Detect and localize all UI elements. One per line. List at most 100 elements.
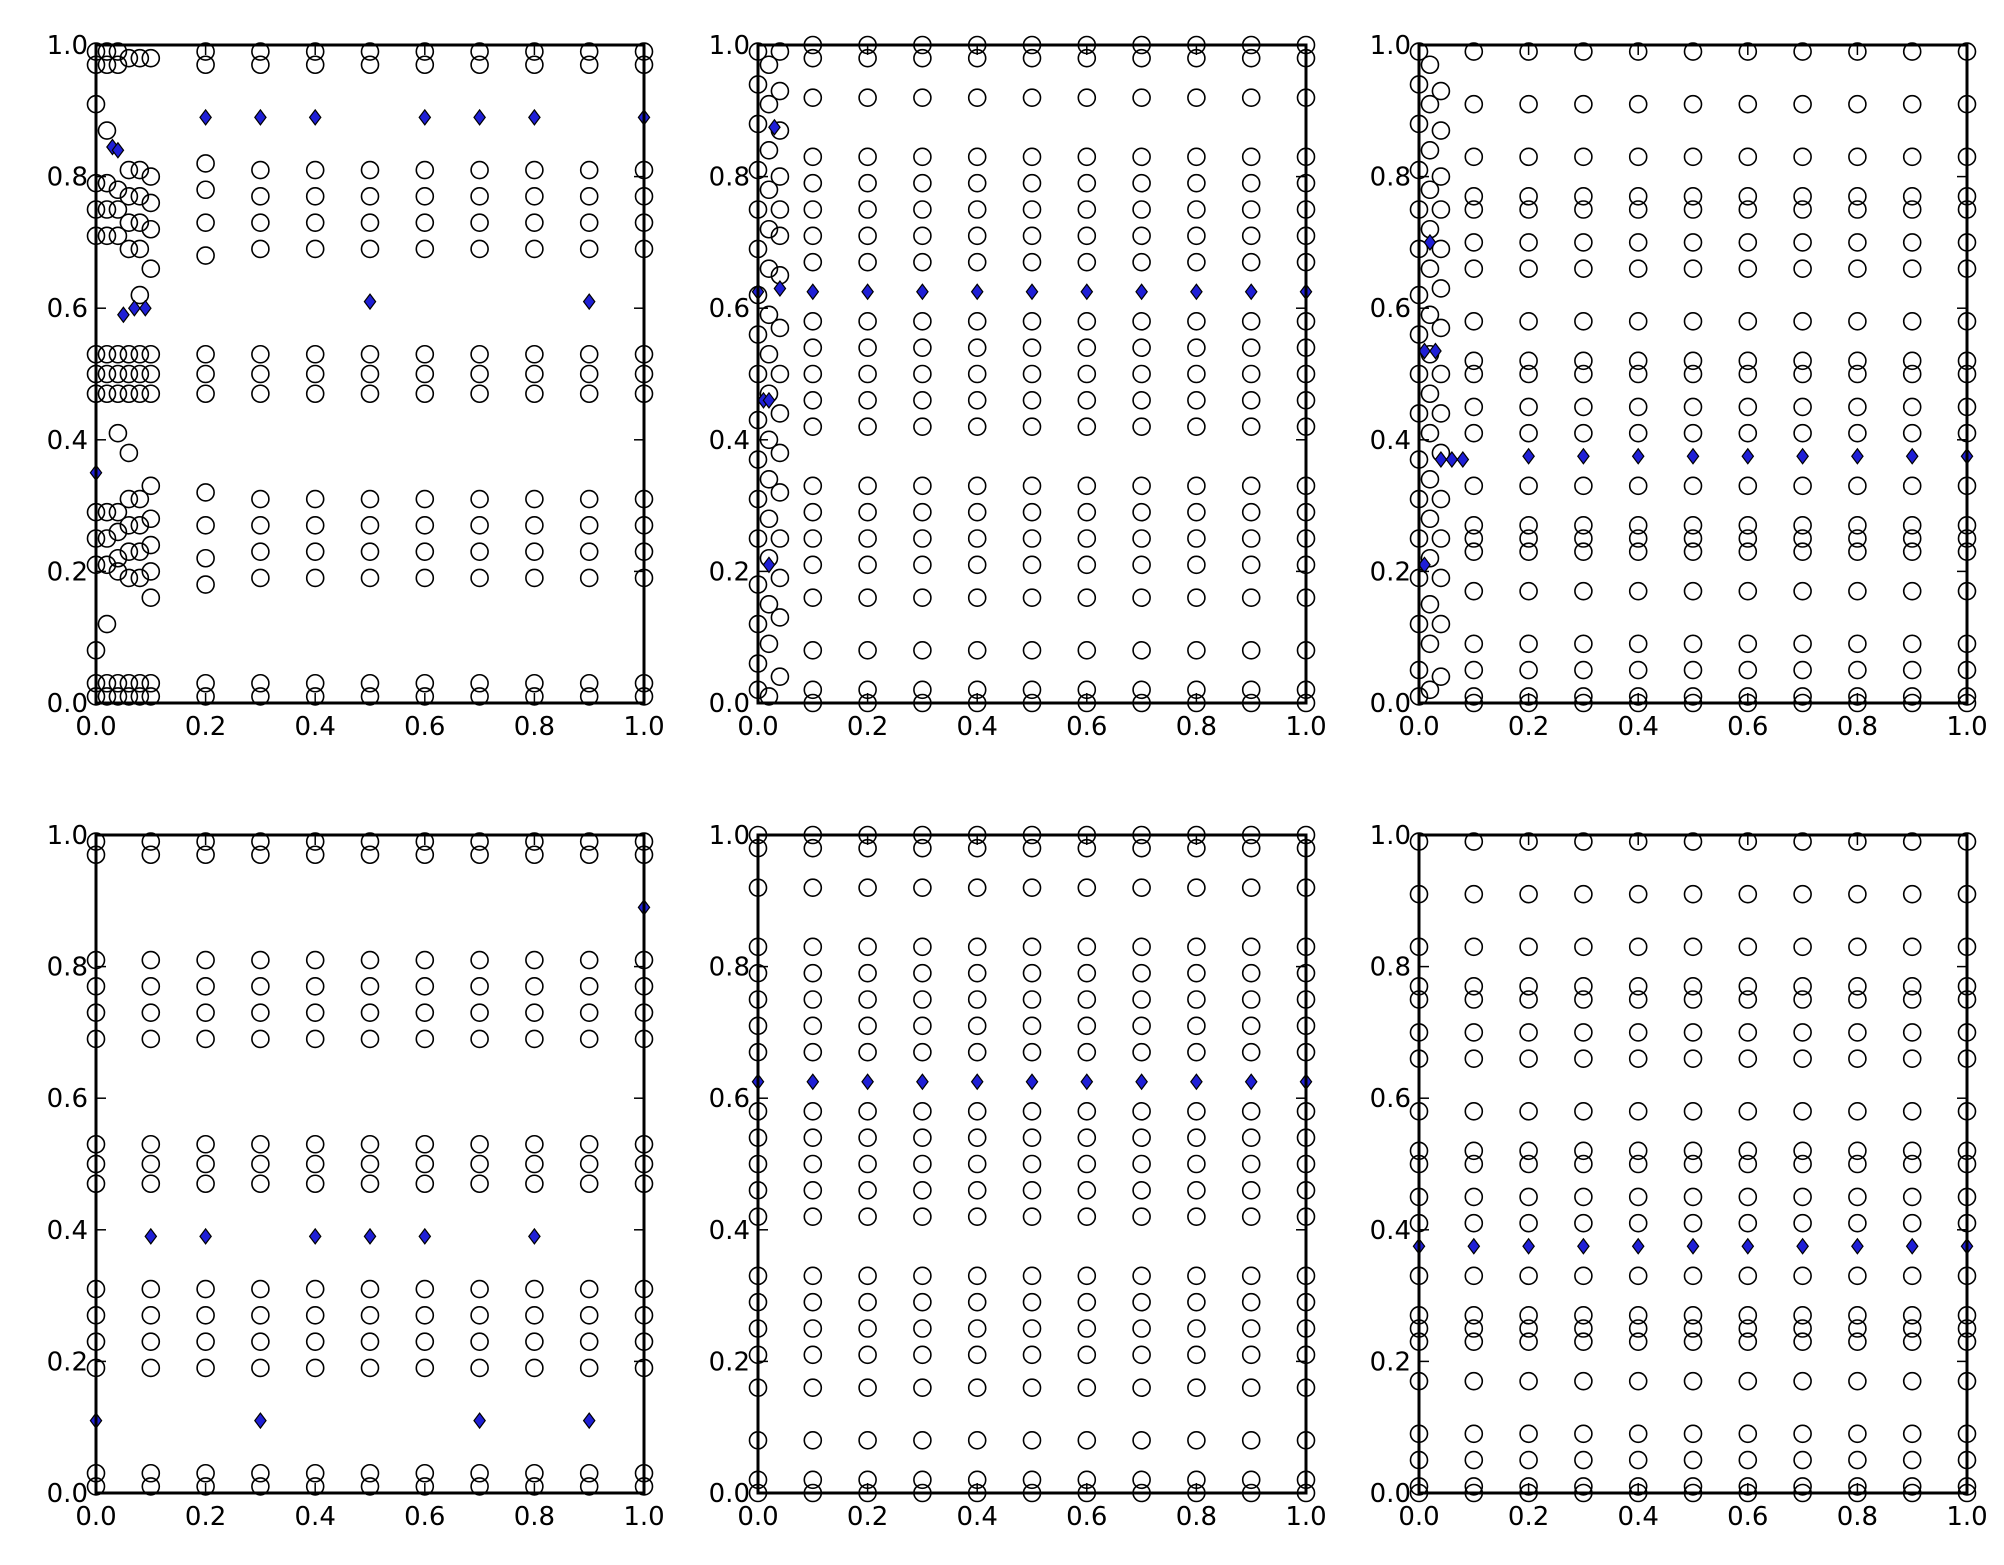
circle-marker bbox=[1187, 1266, 1206, 1286]
circle-marker bbox=[1077, 1345, 1097, 1365]
circle-marker bbox=[1683, 364, 1703, 384]
circle-marker bbox=[470, 213, 489, 232]
circle-marker bbox=[1902, 423, 1922, 443]
circle-marker bbox=[1187, 878, 1206, 897]
circle-marker bbox=[108, 226, 128, 246]
circle-marker bbox=[858, 937, 877, 957]
circle-marker bbox=[1519, 42, 1538, 61]
x-tick-label: 1.0 bbox=[1946, 1502, 1987, 1532]
circle-marker bbox=[1902, 187, 1922, 206]
circle-marker bbox=[305, 42, 325, 61]
circle-marker bbox=[1628, 1141, 1648, 1161]
circle-marker bbox=[251, 1174, 270, 1194]
circle-marker bbox=[1519, 1187, 1538, 1207]
circle-marker bbox=[803, 1470, 823, 1490]
circle-marker bbox=[525, 845, 544, 865]
circle-marker bbox=[360, 55, 380, 75]
subplot: 0.0 0.2 0.4 0.6 0.8 1.0 0.0 0.2 0.4 0.6 0.8 1.0 bbox=[709, 821, 1327, 1532]
circle-marker bbox=[579, 1332, 599, 1351]
circle-marker bbox=[1738, 1477, 1758, 1496]
circle-marker bbox=[759, 469, 779, 489]
circle-marker bbox=[141, 1003, 161, 1022]
circle-marker bbox=[1793, 147, 1812, 167]
circle-marker bbox=[759, 259, 779, 279]
circle-marker bbox=[525, 568, 544, 588]
y-tick-label: 0.6 bbox=[709, 1084, 750, 1114]
axes-frame bbox=[94, 833, 646, 1495]
circle-marker bbox=[1628, 1049, 1648, 1069]
circle-marker bbox=[1519, 937, 1538, 957]
circle-marker bbox=[579, 384, 599, 404]
circle-marker bbox=[770, 364, 790, 384]
x-tick-label: 0.0 bbox=[1398, 712, 1439, 742]
diamond-marker bbox=[1741, 1237, 1755, 1255]
y-tick-label: 0.6 bbox=[47, 1084, 88, 1114]
circle-marker bbox=[1738, 147, 1758, 167]
y-tick-label: 1.0 bbox=[47, 821, 88, 851]
circle-marker bbox=[108, 55, 128, 75]
circle-marker bbox=[967, 641, 987, 660]
y-tick-label: 0.4 bbox=[1370, 1216, 1411, 1246]
circle-marker bbox=[1464, 1187, 1484, 1207]
circle-marker bbox=[1077, 588, 1097, 608]
circle-marker bbox=[759, 219, 779, 239]
circle-marker bbox=[858, 226, 877, 246]
circle-marker bbox=[1022, 878, 1042, 897]
circle-marker bbox=[1077, 226, 1097, 246]
diamond-marker bbox=[254, 1412, 267, 1430]
y-tick-label: 0.8 bbox=[709, 953, 750, 983]
diamond-marker bbox=[363, 1227, 377, 1245]
circle-marker bbox=[1738, 94, 1758, 114]
circle-marker bbox=[1574, 1187, 1593, 1207]
circle-marker bbox=[1793, 94, 1812, 114]
circle-marker bbox=[1848, 1187, 1867, 1207]
circle-marker bbox=[759, 140, 779, 160]
circle-marker bbox=[1683, 542, 1703, 561]
circle-marker bbox=[1848, 1213, 1867, 1233]
circle-marker bbox=[579, 213, 599, 232]
circle-marker bbox=[360, 1279, 380, 1299]
circle-marker bbox=[97, 614, 117, 634]
circle-marker bbox=[1464, 397, 1484, 417]
circle-marker bbox=[141, 588, 161, 608]
y-tick-label: 0.2 bbox=[47, 557, 88, 587]
circle-marker bbox=[770, 443, 790, 463]
circle-marker bbox=[803, 1292, 823, 1312]
circle-marker bbox=[1022, 1292, 1042, 1312]
circle-marker bbox=[967, 1345, 987, 1365]
circle-marker bbox=[1683, 233, 1703, 252]
circle-marker bbox=[1132, 1181, 1151, 1200]
circle-marker bbox=[1077, 1378, 1097, 1398]
x-tick-label: 0.0 bbox=[737, 712, 778, 742]
circle-marker bbox=[1187, 963, 1206, 983]
circle-marker bbox=[579, 542, 599, 561]
circle-marker bbox=[579, 1477, 599, 1496]
circle-marker bbox=[1738, 1141, 1758, 1161]
circle-marker bbox=[759, 687, 779, 706]
circle-marker bbox=[1793, 687, 1812, 706]
circle-marker bbox=[1420, 680, 1440, 700]
circle-marker bbox=[1683, 581, 1703, 601]
circle-marker bbox=[1902, 660, 1922, 680]
circle-marker bbox=[360, 1358, 380, 1378]
circle-marker bbox=[415, 1463, 435, 1483]
circle-marker bbox=[1187, 476, 1206, 496]
circle-marker bbox=[803, 1266, 823, 1286]
circle-marker bbox=[1077, 1207, 1097, 1226]
circle-marker bbox=[1241, 391, 1261, 410]
circle-marker bbox=[913, 88, 932, 107]
circle-marker bbox=[770, 226, 790, 246]
diamond-marker bbox=[1631, 447, 1645, 465]
circle-marker bbox=[196, 1279, 215, 1299]
circle-marker bbox=[913, 1016, 932, 1036]
circle-marker bbox=[141, 535, 161, 555]
circle-marker bbox=[1420, 305, 1440, 325]
circle-marker bbox=[1793, 660, 1812, 680]
circle-marker bbox=[1519, 94, 1538, 114]
diamond-marker bbox=[1851, 1237, 1864, 1255]
circle-marker bbox=[579, 568, 599, 588]
circle-marker bbox=[579, 687, 599, 706]
circle-marker bbox=[1464, 1332, 1484, 1351]
y-tick-label: 0.2 bbox=[1370, 557, 1411, 587]
circle-marker bbox=[1738, 1319, 1758, 1338]
